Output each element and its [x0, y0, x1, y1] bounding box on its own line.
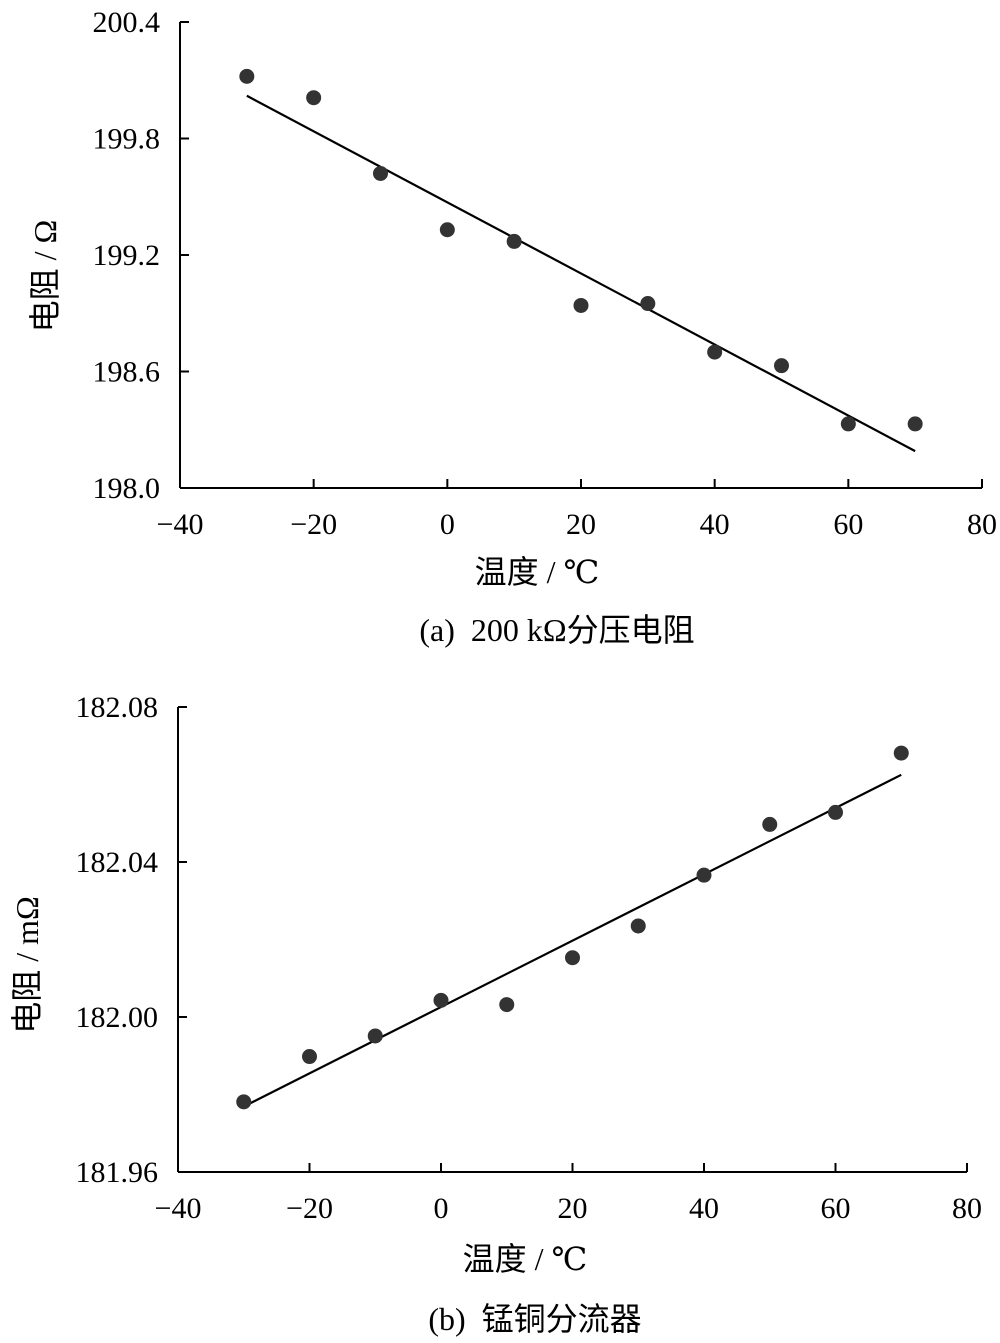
x-tick-label: 0 [434, 1192, 449, 1225]
data-point [302, 1049, 317, 1065]
data-point [573, 297, 589, 313]
panel-caption: (a) 200 kΩ分压电阻 [419, 612, 694, 648]
y-tick-label: 181.96 [76, 1156, 159, 1189]
y-axis-title: 电阻 / Ω [27, 220, 63, 333]
data-point [499, 997, 515, 1013]
y-axis-title: 电阻 / mΩ [9, 896, 45, 1034]
data-point [640, 296, 656, 312]
chart-panel-b: −40 −20 0 20 40 60 80 181.96 182.00 182.04 182.08… [9, 691, 982, 1337]
x-tick-label: −20 [286, 1192, 333, 1225]
data-point [306, 90, 322, 106]
data-point [236, 1094, 252, 1110]
y-tick-labels: 181.96 182.00 182.04 182.08 [76, 691, 159, 1189]
fit-line [246, 94, 916, 453]
y-tick-label: 182.00 [76, 1001, 159, 1034]
data-points [239, 68, 923, 432]
y-tick-label: 182.08 [76, 691, 159, 724]
data-point [630, 918, 646, 934]
x-axis-title: 温度 / ℃ [463, 1241, 588, 1277]
y-tick-label: 198.0 [93, 472, 161, 505]
x-tick-label: 40 [689, 1192, 719, 1225]
y-tick-label: 198.6 [93, 356, 161, 389]
axis-ticks [177, 706, 968, 1173]
data-point [893, 745, 909, 761]
fit-line [243, 773, 902, 1108]
x-tick-label: 80 [967, 508, 997, 541]
data-point [707, 344, 723, 360]
data-point [907, 416, 923, 432]
x-tick-label: −40 [155, 1192, 202, 1225]
data-point [828, 804, 843, 820]
x-tick-label: 80 [952, 1192, 982, 1225]
data-point [433, 992, 449, 1008]
x-tick-label: −40 [157, 508, 204, 541]
data-points [236, 745, 909, 1110]
data-point [373, 165, 388, 181]
y-tick-label: 200.4 [93, 6, 161, 39]
y-tick-labels: 198.0 198.6 199.2 199.8 200.4 [93, 6, 161, 505]
x-axis-title: 温度 / ℃ [475, 554, 600, 590]
x-tick-label: 20 [558, 1192, 588, 1225]
data-point [439, 222, 455, 238]
panel-caption: (b) 锰铜分流器 [428, 1301, 641, 1337]
x-tick-label: 20 [566, 508, 596, 541]
x-tick-label: 60 [833, 508, 863, 541]
axis-ticks [179, 21, 983, 489]
data-point [696, 867, 712, 883]
x-tick-label: −20 [290, 508, 337, 541]
data-point [840, 416, 856, 432]
data-point [367, 1028, 383, 1044]
x-tick-label: 0 [440, 508, 455, 541]
x-tick-labels: −40 −20 0 20 40 60 80 [157, 508, 997, 541]
data-point [565, 950, 580, 966]
data-point [239, 68, 255, 84]
data-point [506, 233, 522, 249]
x-tick-labels: −40 −20 0 20 40 60 80 [155, 1192, 982, 1225]
data-point [774, 358, 789, 374]
y-tick-label: 182.04 [76, 846, 159, 879]
x-tick-label: 60 [821, 1192, 851, 1225]
y-tick-label: 199.8 [93, 123, 161, 156]
data-point [762, 816, 778, 832]
chart-panel-a: −40 −20 0 20 40 60 80 198.0 198.6 199.2 199.8 200.… [27, 6, 997, 648]
x-tick-label: 40 [700, 508, 730, 541]
y-tick-label: 199.2 [93, 239, 161, 272]
